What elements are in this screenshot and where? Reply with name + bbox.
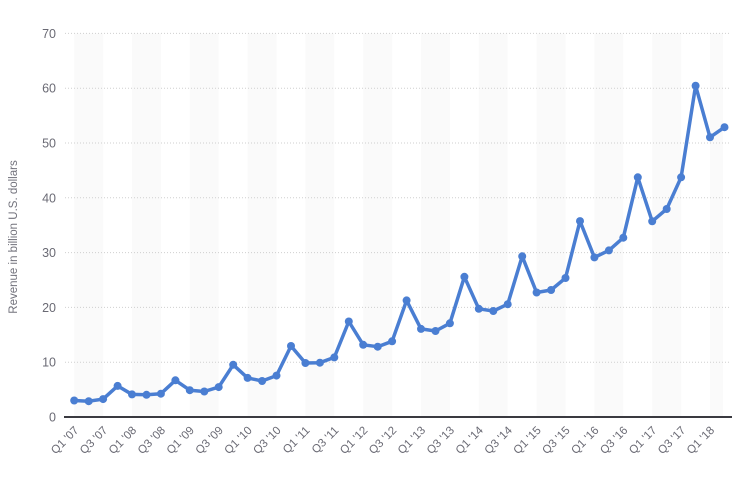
x-tick-label: Q3 '11 [310,425,342,457]
revenue-line-path [72,83,727,403]
data-point[interactable] [590,253,599,262]
data-point[interactable] [489,307,498,315]
background-band [710,33,723,417]
x-tick-label: Q1 '16 [569,425,601,457]
y-axis-tick-labels: 0 10 20 30 40 50 60 70 [42,27,56,425]
x-tick-label: Q3 '10 [251,425,283,457]
x-tick-label: Q1 '15 [512,425,544,457]
x-tick-label: Q3 '16 [598,425,630,457]
data-point[interactable] [388,337,397,346]
data-point[interactable] [561,274,570,282]
data-point[interactable] [272,371,281,380]
data-point[interactable] [128,390,136,399]
data-point[interactable] [373,342,382,351]
background-band [132,33,161,417]
data-point[interactable] [84,397,93,406]
data-point[interactable] [315,358,324,367]
background-band [363,33,393,417]
data-point[interactable] [142,390,151,399]
data-point[interactable] [648,217,657,226]
y-tick-label: 30 [42,246,56,260]
x-tick-label: Q1 '14 [454,424,487,457]
data-point[interactable] [113,381,122,390]
y-tick-label: 0 [49,411,56,425]
data-point[interactable] [677,173,686,182]
data-point[interactable] [417,324,425,333]
data-point[interactable] [258,377,267,385]
data-point[interactable] [344,317,353,326]
background-bands [74,33,723,417]
x-tick-label: Q1 '13 [396,425,428,457]
data-point[interactable] [229,360,238,369]
background-band [536,33,566,417]
data-point[interactable] [518,252,527,261]
background-band [478,33,508,417]
x-tick-label: Q3 '09 [194,425,226,457]
data-point[interactable] [576,217,584,226]
y-axis-title: Revenue in billion U.S. dollars [8,160,20,314]
x-tick-label: Q3 '13 [425,425,457,457]
data-point[interactable] [460,272,469,281]
x-tick-label: Q1 '09 [165,425,197,457]
x-tick-label: Q1 '07 [49,425,81,457]
background-band [652,33,682,417]
data-point[interactable] [619,233,628,242]
data-point[interactable] [214,383,223,392]
data-point[interactable] [720,123,729,132]
data-point[interactable] [70,396,79,405]
data-point[interactable] [706,133,714,142]
background-band [74,33,104,417]
revenue-line [72,83,727,403]
x-tick-label: Q3 '07 [78,425,110,457]
x-tick-label: Q1 '11 [281,425,313,457]
x-tick-label: Q3 '15 [540,425,572,457]
data-point[interactable] [200,387,209,396]
y-tick-label: 10 [42,356,56,370]
x-tick-label: Q3 '12 [367,425,399,457]
y-tick-label: 70 [42,27,56,41]
data-point[interactable] [402,296,411,305]
data-point[interactable] [359,340,368,349]
data-point[interactable] [503,300,512,309]
data-points [70,81,729,406]
data-point[interactable] [243,373,252,382]
data-point[interactable] [185,386,194,395]
data-point[interactable] [287,342,295,350]
background-band [247,33,277,417]
y-tick-label: 60 [42,82,56,96]
data-point[interactable] [99,395,108,404]
data-point[interactable] [633,173,642,182]
data-point[interactable] [604,246,613,255]
y-tick-label: 50 [42,137,56,151]
x-tick-label: Q1 '08 [107,425,139,457]
data-point[interactable] [662,205,671,213]
gridlines [65,32,731,363]
data-point[interactable] [171,376,180,385]
data-point[interactable] [691,81,700,90]
data-point[interactable] [547,286,556,294]
x-tick-label: Q3 '14 [483,424,516,457]
background-band [421,33,450,417]
x-tick-label: Q3 '08 [136,425,168,457]
background-band [189,33,219,417]
data-point[interactable] [330,353,339,362]
y-tick-label: 20 [42,301,56,315]
data-point[interactable] [301,359,310,367]
y-tick-label: 40 [42,191,56,205]
x-tick-label: Q1 '17 [627,425,659,457]
background-band [594,33,624,417]
data-point[interactable] [431,327,440,335]
data-point[interactable] [532,288,541,297]
x-tick-label: Q1 '12 [338,425,370,457]
data-point[interactable] [445,319,454,328]
background-band [305,33,335,417]
x-tick-label: Q1 '18 [685,425,717,457]
data-point[interactable] [474,304,483,313]
x-tick-label: Q3 '17 [656,425,688,457]
data-point[interactable] [156,389,165,398]
x-tick-label: Q1 '10 [223,425,255,457]
